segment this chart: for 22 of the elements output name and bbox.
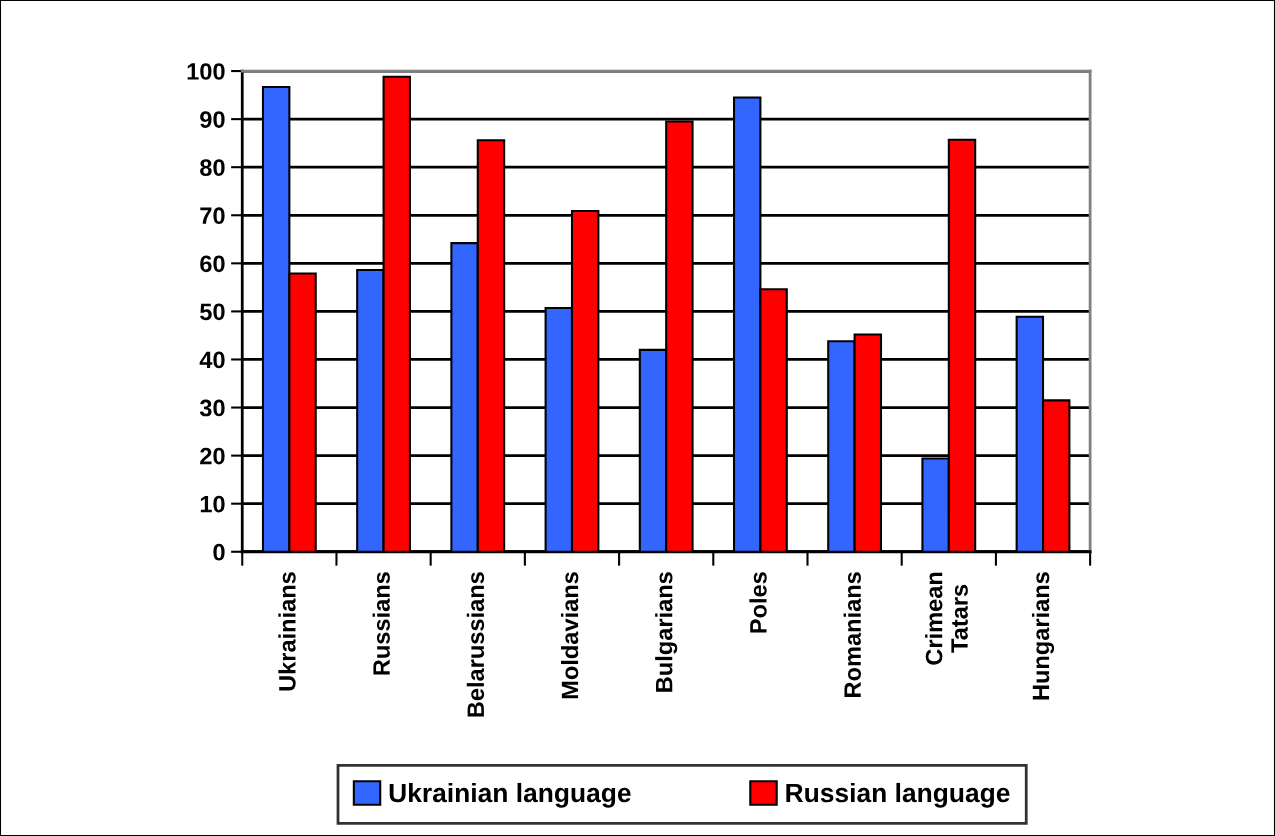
x-tick-label: Moldavians (560, 572, 579, 699)
x-tick-label: Poles (749, 572, 767, 633)
x-tick-label: Hungarians (1031, 572, 1055, 700)
y-tick-label: 0 (213, 543, 225, 561)
y-tick-label: 80 (200, 159, 225, 176)
y-tick-label: 10 (200, 495, 225, 513)
y-tick-label: 70 (200, 207, 225, 225)
y-tick-label: 40 (199, 351, 225, 369)
x-tick-label: Ukrainians (278, 572, 296, 691)
x-tick-label: Romanians (843, 572, 861, 697)
x-tick-label: Belarussians (466, 572, 485, 717)
x-tick-label: Russians (372, 572, 390, 675)
y-tick-label: 90 (200, 111, 225, 128)
y-tick-label: 30 (199, 399, 225, 417)
y-tick-label: 20 (200, 447, 225, 465)
x-tick-label: Bulgarians (655, 572, 678, 692)
legend-label: Ukrainian language (389, 782, 631, 808)
y-tick-label: 60 (200, 255, 225, 273)
x-tick-label: Crimean Tatars (925, 572, 968, 665)
legend-label: Russian language (786, 782, 1010, 808)
y-tick-label: 100 (187, 63, 225, 80)
y-tick-label: 50 (200, 303, 225, 321)
